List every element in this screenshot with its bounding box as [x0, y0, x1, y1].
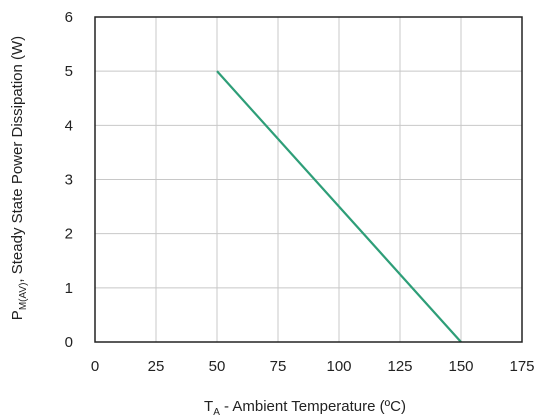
x-axis-label-rest: - Ambient Temperature (ºC) [220, 398, 406, 415]
x-axis-label-main: T [204, 398, 213, 415]
x-tick-label: 125 [387, 358, 412, 375]
x-tick-label: 100 [326, 358, 351, 375]
x-tick-label: 75 [270, 358, 287, 375]
x-tick-label: 25 [148, 358, 165, 375]
y-tick-label: 1 [65, 280, 73, 297]
series-line [216, 70, 462, 343]
y-axis-label-subscript: M(AV) [18, 283, 29, 311]
x-tick-label: 0 [91, 358, 99, 375]
y-tick-label: 2 [65, 226, 73, 243]
y-tick-label: 6 [65, 9, 73, 26]
y-axis-label: PM(AV), Steady State Power Dissipation (… [9, 36, 29, 320]
x-axis-label: TA - Ambient Temperature (ºC) [204, 398, 406, 418]
plot-frame [94, 16, 523, 343]
x-tick-label: 50 [209, 358, 226, 375]
y-axis-label-rest: , Steady State Power Dissipation (W) [9, 36, 26, 283]
y-tick-label: 3 [65, 172, 73, 189]
series-layer [216, 70, 462, 343]
y-tick-label: 4 [65, 117, 73, 134]
grid-layer [94, 16, 523, 343]
x-tick-label: 150 [448, 358, 473, 375]
y-tick-label: 5 [65, 63, 73, 80]
x-tick-labels: 0 25 50 75 100 125 150 175 [91, 358, 535, 375]
x-axis-label-subscript: A [213, 407, 220, 418]
y-tick-label: 0 [65, 334, 73, 351]
y-tick-labels: 0 1 2 3 4 5 6 [65, 9, 73, 351]
y-axis-label-main: P [9, 310, 26, 320]
x-tick-label: 175 [509, 358, 534, 375]
